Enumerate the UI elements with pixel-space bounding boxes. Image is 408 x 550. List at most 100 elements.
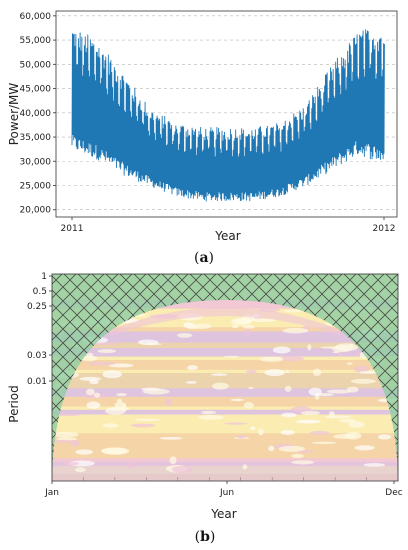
- wavelet-patch: [231, 324, 239, 329]
- wavelet-patch: [247, 386, 254, 389]
- power-y-tick-label: 25,000: [20, 181, 52, 191]
- wavelet-patch: [301, 410, 321, 416]
- wavelet-patch: [278, 445, 306, 452]
- wavelet-patch: [346, 362, 353, 365]
- wavelet-patch: [191, 323, 212, 329]
- wavelet-patch: [242, 464, 248, 470]
- wavelet-patch: [53, 413, 81, 417]
- wavelet-patch: [281, 412, 297, 418]
- cone-of-influence-hatch: [52, 274, 398, 481]
- wavelet-patch: [86, 388, 95, 396]
- wavelet-x-tick-label: Jan: [44, 488, 59, 498]
- wavelet-patch: [280, 356, 304, 362]
- wavelet-patch: [268, 445, 275, 452]
- power-x-tick-label: 2011: [61, 224, 84, 234]
- power-x-axis-label: Year: [214, 229, 240, 243]
- wavelet-patch: [324, 415, 352, 419]
- wavelet-patch: [210, 373, 228, 376]
- wavelet-band: [52, 359, 398, 370]
- wavelet-patch: [187, 365, 198, 371]
- wavelet-band: [52, 388, 398, 397]
- wavelet-band: [52, 396, 398, 407]
- wavelet-band: [52, 331, 398, 337]
- wavelet-patch: [223, 355, 240, 358]
- wavelet-y-tick-label: 0.25: [27, 302, 47, 312]
- wavelet-patch: [86, 352, 94, 358]
- wavelet-patch: [244, 328, 252, 336]
- wavelet-patch: [312, 368, 322, 377]
- wavelet-band: [52, 441, 398, 450]
- wavelet-patch: [272, 346, 291, 354]
- wavelet-patch: [339, 418, 356, 423]
- wavelet-patch: [291, 453, 304, 459]
- wavelet-patch: [126, 460, 135, 469]
- wavelet-patch: [90, 342, 116, 346]
- panel-b-label: (b): [195, 529, 216, 545]
- wavelet-patch: [102, 423, 119, 428]
- wavelet-patch: [280, 430, 295, 436]
- wavelet-band: [52, 414, 398, 424]
- wavelet-patch: [142, 388, 170, 395]
- wavelet-x-tick-label: Jun: [219, 488, 234, 498]
- wavelet-y-tick-label: 0.01: [27, 377, 47, 387]
- wavelet-patch: [62, 461, 79, 466]
- power-y-axis-label: Power/MW: [7, 83, 21, 146]
- wavelet-patch: [250, 426, 256, 430]
- power-y-tick-label: 55,000: [20, 36, 52, 46]
- wavelet-patch: [236, 434, 246, 439]
- wavelet-x-ticks: Jan Jun Dec: [44, 481, 403, 498]
- wavelet-x-tick-label: Dec: [385, 488, 402, 498]
- wavelet-patch: [137, 339, 159, 346]
- wavelet-patch: [197, 414, 224, 420]
- wavelet-patch: [56, 437, 78, 441]
- wavelet-band: [52, 423, 398, 434]
- wavelet-patch: [259, 356, 284, 362]
- wavelet-patch: [177, 333, 193, 338]
- power-y-tick-label: 35,000: [20, 133, 52, 143]
- wavelet-band: [52, 342, 398, 349]
- wavelet-patch: [79, 376, 102, 381]
- wavelet-patch: [348, 421, 365, 428]
- wavelet-ridge: [110, 307, 340, 336]
- wavelet-band: [52, 327, 398, 332]
- wavelet-patch: [159, 436, 183, 440]
- wavelet-patch: [108, 363, 134, 368]
- wavelet-patch: [87, 361, 116, 366]
- wavelet-patch: [354, 365, 370, 373]
- wavelet-patch: [231, 317, 252, 326]
- wavelet-patch: [114, 401, 126, 409]
- wavelet-y-ticks: 1 0.5 0.25 0.03 0.01: [27, 272, 52, 387]
- wavelet-band: [52, 336, 398, 343]
- wavelet-patch: [285, 369, 290, 373]
- wavelet-band: [52, 316, 398, 321]
- wavelet-patch: [307, 344, 312, 351]
- wavelet-patch: [169, 456, 177, 465]
- wavelet-patch: [346, 386, 359, 393]
- power-y-tick-label: 30,000: [20, 157, 52, 167]
- wavelet-patch: [354, 445, 375, 451]
- wavelet-patch: [212, 382, 229, 390]
- power-series: [71, 29, 385, 202]
- wavelet-y-axis-label: Period: [7, 385, 21, 422]
- wavelet-patch: [86, 401, 101, 409]
- wavelet-patch: [102, 370, 122, 379]
- wavelet-patch: [230, 398, 245, 402]
- power-x-tick-label: 2012: [373, 224, 396, 234]
- power-y-tick-label: 45,000: [20, 85, 52, 95]
- wavelet-patch: [130, 423, 156, 428]
- wavelet-patch: [296, 419, 321, 424]
- panel-a-label: (a): [194, 250, 214, 266]
- wavelet-band: [52, 376, 398, 380]
- wavelet-patch: [264, 369, 285, 377]
- wavelet-band: [52, 449, 398, 459]
- wavelet-band: [52, 356, 398, 360]
- wavelet-patch: [75, 449, 93, 455]
- wavelet-patch: [74, 467, 86, 473]
- wavelet-patch: [185, 381, 198, 384]
- power-y-tick-label: 20,000: [20, 206, 52, 216]
- wavelet-patch: [333, 434, 357, 439]
- wavelet-band: [52, 462, 398, 481]
- wavelet-patch: [101, 447, 130, 455]
- power-y-tick-label: 50,000: [20, 60, 52, 70]
